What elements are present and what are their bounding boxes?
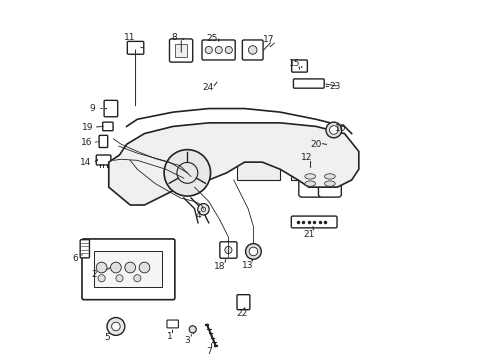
Text: 17: 17 bbox=[263, 35, 274, 44]
Bar bbox=[137, 144, 180, 180]
Text: 6: 6 bbox=[73, 254, 78, 263]
Text: 13: 13 bbox=[242, 261, 253, 270]
FancyBboxPatch shape bbox=[325, 138, 343, 149]
Circle shape bbox=[225, 46, 232, 54]
Circle shape bbox=[197, 203, 209, 215]
Circle shape bbox=[201, 207, 205, 211]
Text: 15: 15 bbox=[288, 59, 300, 68]
FancyBboxPatch shape bbox=[80, 240, 89, 258]
Ellipse shape bbox=[324, 181, 335, 186]
Text: 22: 22 bbox=[236, 310, 247, 319]
FancyBboxPatch shape bbox=[237, 295, 249, 310]
Circle shape bbox=[107, 318, 124, 336]
Text: 4: 4 bbox=[195, 211, 201, 220]
Circle shape bbox=[245, 244, 261, 259]
Text: 2: 2 bbox=[91, 270, 97, 279]
Text: 8: 8 bbox=[171, 33, 177, 42]
Polygon shape bbox=[108, 123, 358, 205]
Circle shape bbox=[134, 275, 141, 282]
Text: 19: 19 bbox=[81, 123, 93, 132]
Text: 12: 12 bbox=[300, 153, 311, 162]
FancyBboxPatch shape bbox=[242, 40, 263, 60]
Text: 25: 25 bbox=[205, 35, 217, 44]
Text: 16: 16 bbox=[81, 138, 92, 147]
FancyBboxPatch shape bbox=[99, 135, 107, 148]
FancyBboxPatch shape bbox=[96, 155, 111, 165]
Text: 21: 21 bbox=[303, 230, 314, 239]
FancyBboxPatch shape bbox=[291, 60, 307, 72]
Text: 24: 24 bbox=[202, 83, 213, 92]
Text: 23: 23 bbox=[329, 82, 340, 91]
Text: 11: 11 bbox=[123, 33, 135, 42]
FancyBboxPatch shape bbox=[293, 79, 324, 88]
Ellipse shape bbox=[304, 181, 315, 186]
Circle shape bbox=[139, 262, 149, 273]
Circle shape bbox=[110, 262, 121, 273]
Ellipse shape bbox=[304, 174, 315, 179]
Ellipse shape bbox=[324, 174, 335, 179]
Circle shape bbox=[177, 162, 197, 183]
Circle shape bbox=[116, 275, 123, 282]
FancyBboxPatch shape bbox=[166, 320, 178, 328]
FancyBboxPatch shape bbox=[220, 242, 237, 258]
FancyBboxPatch shape bbox=[82, 239, 175, 300]
Circle shape bbox=[98, 275, 105, 282]
FancyBboxPatch shape bbox=[102, 122, 113, 131]
Text: 3: 3 bbox=[184, 336, 190, 345]
Text: 1: 1 bbox=[166, 332, 172, 341]
FancyBboxPatch shape bbox=[298, 165, 321, 197]
Circle shape bbox=[124, 262, 135, 273]
Circle shape bbox=[189, 326, 196, 333]
FancyBboxPatch shape bbox=[169, 39, 192, 62]
Circle shape bbox=[215, 46, 222, 54]
Circle shape bbox=[248, 247, 257, 256]
FancyBboxPatch shape bbox=[318, 165, 341, 197]
Bar bbox=[175, 44, 187, 57]
FancyBboxPatch shape bbox=[104, 100, 118, 117]
Circle shape bbox=[96, 262, 107, 273]
Circle shape bbox=[224, 247, 231, 253]
Circle shape bbox=[111, 322, 120, 331]
Circle shape bbox=[329, 126, 337, 134]
Text: 9: 9 bbox=[89, 104, 95, 113]
FancyBboxPatch shape bbox=[202, 40, 235, 60]
Text: 18: 18 bbox=[213, 262, 225, 271]
Bar bbox=[237, 144, 280, 180]
Text: 14: 14 bbox=[80, 158, 91, 167]
Text: 7: 7 bbox=[205, 347, 211, 356]
Text: 20: 20 bbox=[309, 140, 321, 149]
Circle shape bbox=[164, 150, 210, 196]
Circle shape bbox=[325, 122, 341, 138]
Text: 10: 10 bbox=[334, 125, 346, 134]
FancyBboxPatch shape bbox=[127, 41, 143, 54]
Circle shape bbox=[248, 46, 257, 54]
Circle shape bbox=[205, 46, 212, 54]
Bar bbox=[94, 251, 162, 287]
Text: 5: 5 bbox=[104, 333, 110, 342]
FancyBboxPatch shape bbox=[291, 216, 336, 228]
Bar bbox=[290, 152, 326, 180]
